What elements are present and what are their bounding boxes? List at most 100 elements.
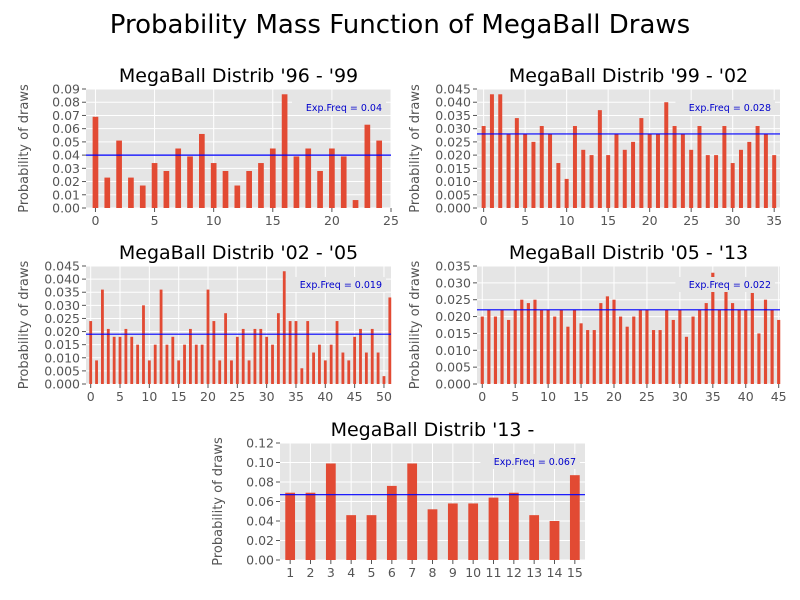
bar xyxy=(165,344,169,384)
bar xyxy=(341,352,345,384)
bar xyxy=(556,163,561,208)
x-tick-label: 50 xyxy=(376,389,392,404)
bar xyxy=(210,163,217,208)
bar xyxy=(697,126,702,208)
bar xyxy=(347,360,351,384)
panel-megaball-96-99: Exp.Freq = 0.040.000.010.020.030.040.050… xyxy=(17,65,399,228)
y-tick-label: 0.005 xyxy=(435,360,471,375)
x-tick-label: 1 xyxy=(286,565,294,580)
bar xyxy=(586,330,590,384)
bar xyxy=(722,126,727,208)
bar xyxy=(246,170,252,208)
x-tick-label: 11 xyxy=(486,565,502,580)
bar xyxy=(553,316,557,384)
y-tick-label: 0.06 xyxy=(246,494,274,509)
y-tick-label: 0.10 xyxy=(246,455,274,470)
bar xyxy=(241,328,245,384)
expected-label-box xyxy=(675,277,775,292)
bar xyxy=(730,163,735,208)
bar xyxy=(187,156,193,208)
x-tick-label: 35 xyxy=(766,213,782,228)
y-tick-label: 0.08 xyxy=(52,95,80,110)
expected-label-box xyxy=(675,100,775,115)
bar xyxy=(529,515,540,560)
bar xyxy=(678,309,682,384)
bar xyxy=(658,330,662,384)
y-tick-label: 0.05 xyxy=(52,134,80,149)
y-tick-label: 0.07 xyxy=(52,108,80,123)
bar xyxy=(329,344,333,384)
bar xyxy=(329,148,335,208)
bar xyxy=(672,126,677,208)
x-tick-label: 9 xyxy=(449,565,457,580)
y-tick-label: 0.03 xyxy=(52,161,80,176)
x-tick-label: 40 xyxy=(317,389,333,404)
x-tick-label: 15 xyxy=(265,213,281,228)
panel-megaball-99-02: Exp.Freq = 0.0280.0000.0050.0100.0150.02… xyxy=(408,65,782,228)
bar xyxy=(271,344,274,384)
bar xyxy=(572,309,577,384)
y-tick-label: 0.000 xyxy=(435,201,471,216)
x-tick-label: 5 xyxy=(521,213,529,228)
x-tick-label: 14 xyxy=(547,565,563,580)
bar xyxy=(282,271,286,384)
y-tick-label: 0.010 xyxy=(44,350,80,365)
bar xyxy=(581,149,586,208)
bar xyxy=(569,475,580,560)
bar xyxy=(376,140,383,208)
y-axis-label: Probability of draws xyxy=(211,437,226,566)
expected-frequency-label: Exp.Freq = 0.028 xyxy=(689,103,771,114)
bar xyxy=(698,309,702,384)
bar xyxy=(353,336,357,384)
bar xyxy=(92,116,99,208)
x-tick-label: 25 xyxy=(639,389,655,404)
bar xyxy=(750,292,754,384)
bar xyxy=(317,170,323,208)
bar xyxy=(346,515,357,560)
bar xyxy=(235,336,239,384)
bar xyxy=(222,170,229,208)
y-tick-label: 0.035 xyxy=(44,285,80,300)
x-tick-label: 0 xyxy=(478,389,486,404)
bar xyxy=(340,156,347,208)
bar xyxy=(171,336,175,384)
bar xyxy=(106,328,110,384)
bar xyxy=(597,110,602,208)
expected-label-box xyxy=(292,100,386,115)
bar xyxy=(101,289,104,384)
bar xyxy=(777,319,781,384)
x-tick-label: 5 xyxy=(368,565,376,580)
x-tick-label: 0 xyxy=(87,389,95,404)
bar xyxy=(645,309,649,384)
bar xyxy=(116,140,122,208)
bar xyxy=(253,328,257,384)
y-tick-label: 0.005 xyxy=(44,363,80,378)
x-tick-label: 10 xyxy=(465,565,481,580)
bar xyxy=(265,336,269,384)
bar xyxy=(691,316,695,384)
bar xyxy=(714,155,719,208)
bar xyxy=(717,309,721,384)
x-tick-label: 2 xyxy=(307,565,315,580)
bar xyxy=(539,126,544,208)
bar xyxy=(711,272,715,384)
bar xyxy=(513,309,517,384)
bar xyxy=(549,521,560,560)
bar xyxy=(118,336,122,384)
y-tick-label: 0.045 xyxy=(44,259,80,274)
x-tick-label: 10 xyxy=(559,213,575,228)
bar xyxy=(651,330,656,384)
bar xyxy=(744,309,748,384)
bar xyxy=(376,352,380,384)
panel-title: MegaBall Distrib '13 - xyxy=(331,419,535,441)
bar xyxy=(655,133,660,208)
bar xyxy=(526,303,530,384)
y-tick-label: 0.045 xyxy=(435,82,471,97)
bar xyxy=(124,328,128,384)
bar xyxy=(755,126,760,208)
bar xyxy=(128,177,134,208)
bar xyxy=(212,321,216,384)
x-tick-label: 30 xyxy=(672,389,688,404)
bar xyxy=(447,503,458,560)
